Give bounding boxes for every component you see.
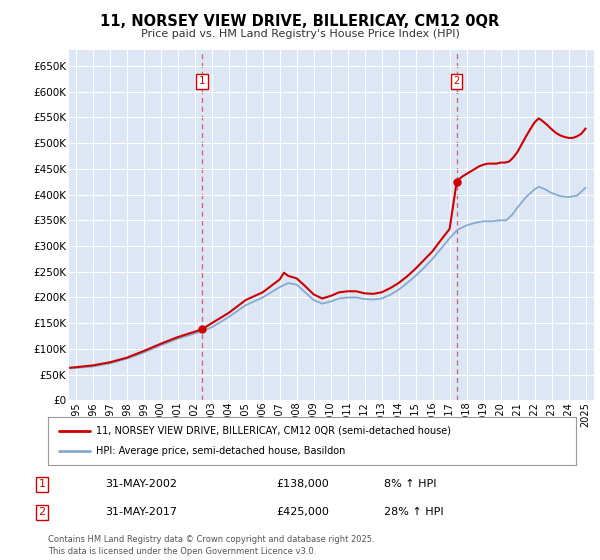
Text: 11, NORSEY VIEW DRIVE, BILLERICAY, CM12 0QR: 11, NORSEY VIEW DRIVE, BILLERICAY, CM12 … [100, 14, 500, 29]
Text: 2: 2 [38, 507, 46, 517]
Text: 8% ↑ HPI: 8% ↑ HPI [384, 479, 437, 489]
Text: £425,000: £425,000 [276, 507, 329, 517]
Text: 31-MAY-2017: 31-MAY-2017 [105, 507, 177, 517]
Text: 1: 1 [38, 479, 46, 489]
Text: £138,000: £138,000 [276, 479, 329, 489]
Text: 1: 1 [199, 76, 205, 86]
Text: Price paid vs. HM Land Registry's House Price Index (HPI): Price paid vs. HM Land Registry's House … [140, 29, 460, 39]
Text: Contains HM Land Registry data © Crown copyright and database right 2025.
This d: Contains HM Land Registry data © Crown c… [48, 535, 374, 556]
Text: HPI: Average price, semi-detached house, Basildon: HPI: Average price, semi-detached house,… [95, 446, 345, 456]
Text: 31-MAY-2002: 31-MAY-2002 [105, 479, 177, 489]
Text: 2: 2 [454, 76, 460, 86]
Text: 28% ↑ HPI: 28% ↑ HPI [384, 507, 443, 517]
Text: 11, NORSEY VIEW DRIVE, BILLERICAY, CM12 0QR (semi-detached house): 11, NORSEY VIEW DRIVE, BILLERICAY, CM12 … [95, 426, 451, 436]
